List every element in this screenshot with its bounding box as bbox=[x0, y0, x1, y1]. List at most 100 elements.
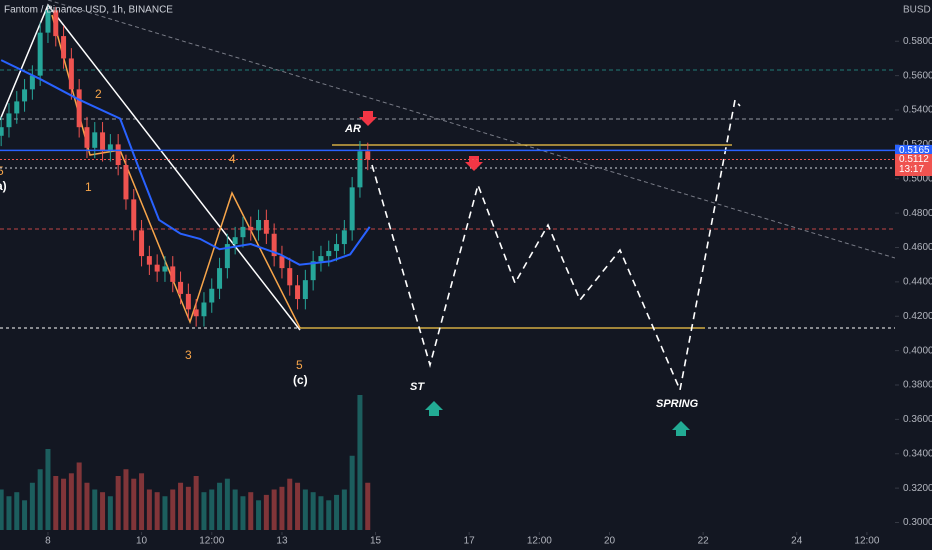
volume-bar bbox=[240, 496, 246, 530]
annotation: AR bbox=[344, 123, 361, 135]
y-tick-label: 0.5600 bbox=[903, 70, 932, 81]
candle-body bbox=[6, 113, 12, 128]
y-tick-label: 0.4800 bbox=[903, 208, 932, 219]
volume-bar bbox=[170, 489, 176, 530]
volume-bar bbox=[357, 395, 363, 530]
y-tick-label: 0.3000 bbox=[903, 517, 932, 528]
time-axis bbox=[0, 532, 932, 550]
volume-bar bbox=[84, 482, 90, 530]
candle-body bbox=[201, 302, 207, 317]
zigzag-line bbox=[51, 14, 301, 329]
y-tick-label: 0.3600 bbox=[903, 414, 932, 425]
volume-bar bbox=[279, 486, 285, 530]
arrow-up bbox=[425, 401, 443, 416]
wave-label: 5 bbox=[296, 358, 303, 372]
x-tick-label: 12:00 bbox=[854, 536, 879, 547]
candle-body bbox=[326, 250, 332, 257]
volume-bar bbox=[248, 492, 254, 530]
price-axis bbox=[895, 0, 932, 550]
volume-bar bbox=[193, 476, 199, 530]
volume-bar bbox=[92, 489, 98, 530]
candle-body bbox=[146, 256, 152, 265]
volume-bar bbox=[341, 489, 347, 530]
x-tick-label: 8 bbox=[45, 536, 51, 547]
volume-bar bbox=[271, 489, 277, 530]
candle-body bbox=[76, 89, 82, 128]
y-tick-label: 0.3400 bbox=[903, 448, 932, 459]
volume-bar bbox=[185, 486, 191, 530]
volume-bar bbox=[349, 455, 355, 530]
volume-bar bbox=[22, 500, 28, 530]
candle-body bbox=[185, 293, 191, 310]
x-tick-label: 10 bbox=[136, 536, 148, 547]
candle-body bbox=[131, 199, 137, 231]
wave-label: 4 bbox=[229, 152, 236, 166]
candle-body bbox=[100, 132, 106, 152]
volume-bar bbox=[45, 449, 51, 530]
wave-label: 2 bbox=[95, 87, 102, 101]
volume-bar bbox=[334, 494, 340, 530]
volume-bar bbox=[326, 500, 332, 530]
candle-body bbox=[37, 32, 43, 76]
candle-body bbox=[170, 266, 176, 282]
candle-body bbox=[318, 256, 324, 262]
candle-body bbox=[334, 244, 340, 251]
candle-body bbox=[349, 187, 355, 231]
wave-label: (c) bbox=[293, 373, 308, 387]
volume-bar bbox=[178, 482, 184, 530]
chart-title: Fantom / Binance USD, 1h, BINANCE bbox=[4, 5, 173, 16]
candle-body bbox=[123, 165, 129, 200]
y-tick-label: 0.3200 bbox=[903, 483, 932, 494]
price-tag-label: 0.5112 bbox=[899, 154, 929, 165]
x-tick-label: 24 bbox=[791, 536, 803, 547]
candle-body bbox=[115, 144, 121, 165]
axes: 0.3000 0.3200 0.3400 0.3600 0.3800 0.4000 0.42… bbox=[45, 36, 932, 547]
wave-label: 5 bbox=[0, 164, 4, 178]
volume-bar bbox=[365, 482, 371, 530]
candle-body bbox=[295, 285, 301, 300]
volume-bar bbox=[209, 489, 215, 530]
candle-body bbox=[0, 127, 4, 136]
candle-body bbox=[256, 220, 262, 231]
volume-bar bbox=[53, 476, 59, 530]
volume-bar bbox=[162, 496, 168, 530]
volume-bar bbox=[318, 496, 324, 530]
wave-line bbox=[0, 3, 301, 331]
candle-body bbox=[302, 280, 308, 300]
volume-bar bbox=[6, 496, 12, 530]
moving-average bbox=[0, 59, 371, 266]
candle-body bbox=[162, 266, 168, 272]
projection-path bbox=[371, 98, 741, 393]
candle-body bbox=[224, 244, 230, 269]
volume-bar bbox=[146, 489, 152, 530]
volume-bar bbox=[224, 478, 230, 530]
candle-body bbox=[271, 233, 277, 257]
arrow-down bbox=[359, 111, 377, 126]
price-tag bbox=[895, 154, 932, 176]
trend-line bbox=[47, 0, 896, 259]
volume-bar bbox=[100, 492, 106, 530]
volume-bar bbox=[154, 492, 160, 530]
price-tag bbox=[895, 144, 932, 156]
volume-bar bbox=[232, 489, 238, 530]
candle-body bbox=[279, 256, 285, 269]
candle-body bbox=[232, 237, 238, 245]
annotation: SPRING bbox=[656, 398, 699, 410]
y-tick-label: 0.3800 bbox=[903, 380, 932, 391]
countdown-label: 13:17 bbox=[899, 164, 924, 175]
candle-body bbox=[310, 261, 316, 281]
volume-bar bbox=[302, 489, 308, 530]
volume-bar bbox=[287, 478, 293, 530]
candle-body bbox=[154, 264, 160, 272]
volume-bar bbox=[256, 500, 262, 530]
x-tick-label: 12:00 bbox=[527, 536, 552, 547]
candle-body bbox=[14, 101, 20, 114]
x-tick-label: 22 bbox=[698, 536, 710, 547]
arrow-up bbox=[672, 421, 690, 436]
y-tick-label: 0.4200 bbox=[903, 311, 932, 322]
candle-body bbox=[84, 127, 90, 148]
candle-body bbox=[29, 75, 35, 90]
x-tick-label: 20 bbox=[604, 536, 616, 547]
